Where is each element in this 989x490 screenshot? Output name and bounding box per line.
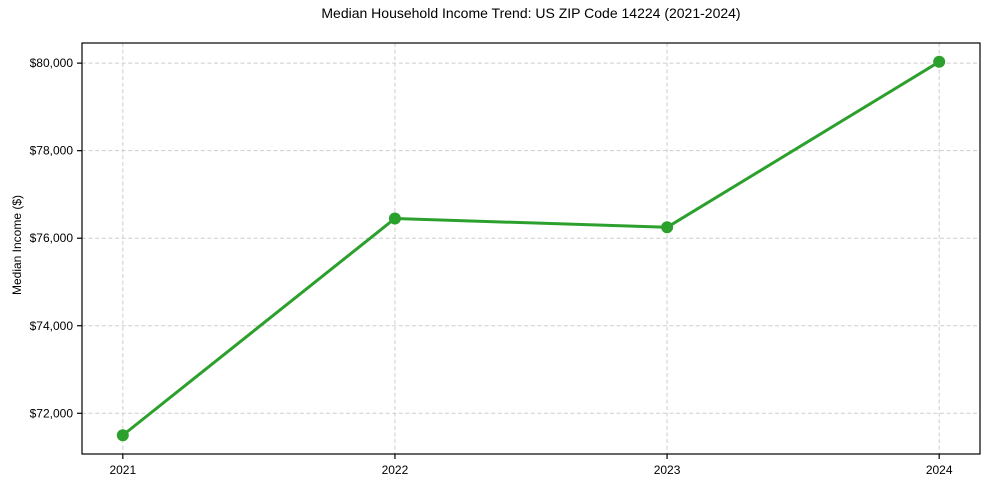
- x-tick-label: 2021: [109, 463, 136, 477]
- y-tick-label: $80,000: [30, 56, 74, 70]
- x-tick-label: 2022: [382, 463, 409, 477]
- y-tick-label: $76,000: [30, 231, 74, 245]
- plot-border: [81, 42, 981, 455]
- data-point-marker: [933, 55, 946, 68]
- y-tick-label: $74,000: [30, 319, 74, 333]
- data-point-marker: [116, 429, 129, 442]
- chart-title: Median Household Income Trend: US ZIP Co…: [321, 5, 741, 21]
- y-tick-label: $78,000: [30, 144, 74, 158]
- x-tick-label: 2023: [654, 463, 681, 477]
- data-point-marker: [661, 221, 674, 234]
- x-tick-label: 2024: [926, 463, 953, 477]
- trend-line: [121, 60, 940, 437]
- data-point-marker: [388, 212, 401, 225]
- y-tick-label: $72,000: [30, 406, 74, 420]
